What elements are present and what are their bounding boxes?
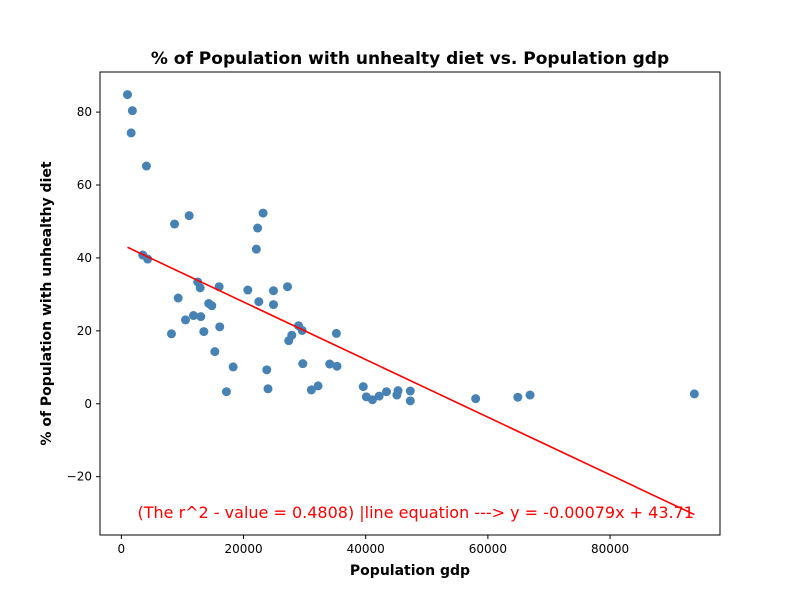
data-point — [215, 322, 225, 332]
data-point — [525, 390, 535, 400]
data-point — [405, 386, 415, 396]
y-tick-label: 80 — [77, 105, 92, 119]
data-point — [268, 286, 278, 296]
x-tick-label: 40000 — [347, 542, 385, 556]
data-point — [283, 282, 293, 292]
data-point — [253, 223, 263, 233]
data-point — [181, 315, 191, 325]
data-point — [258, 208, 268, 218]
data-point — [143, 254, 153, 264]
y-tick-label: 20 — [77, 324, 92, 338]
data-point — [228, 362, 238, 372]
data-point — [126, 128, 136, 138]
x-tick-label: 60000 — [469, 542, 507, 556]
data-point — [199, 327, 209, 337]
y-tick-label: 40 — [77, 251, 92, 265]
data-point — [405, 396, 415, 406]
data-point — [141, 161, 151, 171]
data-point — [367, 395, 377, 405]
regression-line — [127, 246, 695, 516]
data-point — [170, 219, 180, 229]
regression-annotation: (The r^2 - value = 0.4808) |line equatio… — [137, 503, 693, 522]
data-point — [393, 386, 403, 396]
data-point — [325, 359, 335, 369]
data-point — [243, 285, 253, 295]
data-point — [358, 382, 368, 392]
data-point — [262, 365, 272, 375]
y-tick-label: −20 — [67, 470, 92, 484]
data-point — [221, 387, 231, 397]
data-point — [196, 312, 206, 322]
data-point — [374, 391, 384, 401]
data-point — [381, 387, 391, 397]
plot-frame — [99, 71, 721, 536]
data-point — [207, 301, 217, 311]
data-point — [263, 384, 273, 394]
x-tick-label: 0 — [118, 542, 126, 556]
data-point — [268, 300, 278, 310]
data-point — [513, 392, 523, 402]
y-tick-label: 0 — [84, 397, 92, 411]
data-point — [689, 389, 699, 399]
data-point — [127, 106, 137, 116]
y-axis-label: % of Population with unhealthy diet — [39, 161, 55, 445]
data-point — [331, 328, 341, 338]
data-point — [122, 90, 132, 100]
chart-title: % of Population with unhealty diet vs. P… — [151, 49, 669, 69]
x-tick-label: 80000 — [591, 542, 629, 556]
data-point — [471, 394, 481, 404]
y-tick-label: 60 — [77, 178, 92, 192]
x-axis-label: Population gdp — [350, 563, 470, 579]
plot-area — [122, 90, 699, 516]
data-point — [166, 329, 176, 339]
data-point — [287, 330, 297, 340]
data-point — [254, 297, 264, 307]
data-point — [184, 211, 194, 221]
data-point — [313, 381, 323, 391]
data-point — [298, 359, 308, 369]
data-point — [210, 347, 220, 357]
data-point — [188, 311, 198, 321]
data-point — [173, 293, 183, 303]
data-point — [306, 385, 316, 395]
x-tick-label: 20000 — [224, 542, 262, 556]
data-point — [332, 361, 342, 371]
data-point — [195, 283, 205, 293]
data-point — [251, 244, 261, 254]
